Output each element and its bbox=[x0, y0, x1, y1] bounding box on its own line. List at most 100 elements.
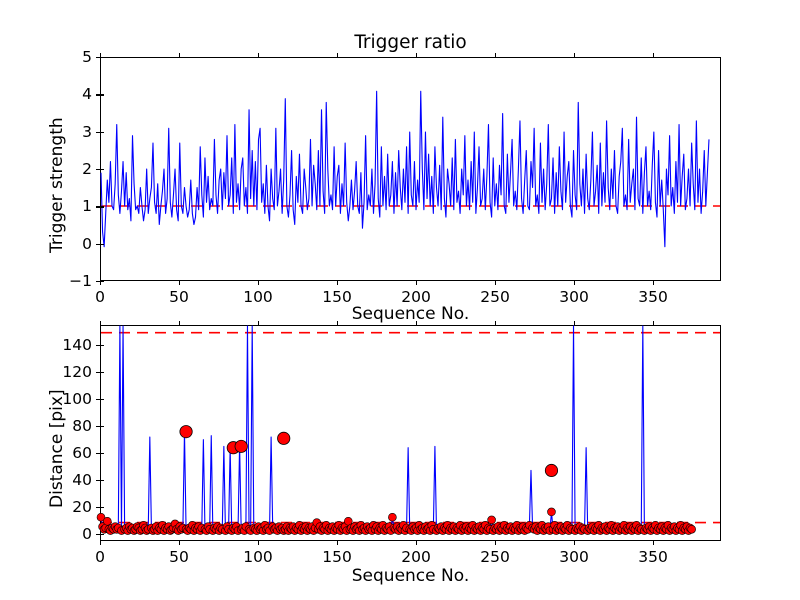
x-tickmark bbox=[179, 541, 181, 545]
x-tick-label: 100 bbox=[243, 288, 273, 306]
x-tick-label: 150 bbox=[322, 548, 352, 566]
x-tickmark-top bbox=[653, 53, 655, 57]
y-tickmark bbox=[96, 94, 100, 96]
x-tickmark bbox=[653, 541, 655, 545]
x-tickmark bbox=[258, 541, 260, 545]
x-tick-label: 300 bbox=[559, 548, 589, 566]
y-tickmark bbox=[96, 453, 100, 455]
x-tickmark bbox=[574, 541, 576, 545]
x-tickmark-top bbox=[495, 321, 497, 325]
y-tick-label: 100 bbox=[62, 390, 92, 409]
y-tickmark-inner bbox=[100, 399, 104, 401]
x-tick-label: 350 bbox=[638, 288, 668, 306]
y-tick-label: 0 bbox=[82, 525, 92, 544]
x-tickmark-top bbox=[100, 321, 102, 325]
x-tick-label: 250 bbox=[480, 548, 510, 566]
y-tick-label: 40 bbox=[72, 471, 92, 490]
y-tickmark bbox=[96, 507, 100, 509]
x-tickmark-top bbox=[574, 321, 576, 325]
x-tick-label: 50 bbox=[169, 288, 189, 306]
x-tickmark-top bbox=[337, 321, 339, 325]
trigger-ratio-plot bbox=[101, 58, 720, 280]
x-tickmark-top bbox=[258, 53, 260, 57]
x-tick-label: 200 bbox=[401, 548, 431, 566]
y-tickmark bbox=[96, 281, 100, 283]
axis-label-x-bottom: Sequence No. bbox=[351, 566, 470, 586]
y-tick-label: 1 bbox=[82, 197, 92, 216]
x-tick-label: 0 bbox=[95, 288, 105, 306]
x-tickmark-top bbox=[258, 321, 260, 325]
x-tickmark bbox=[653, 281, 655, 285]
y-tickmark bbox=[96, 243, 100, 245]
y-tickmark-inner bbox=[100, 426, 104, 428]
x-tickmark bbox=[337, 281, 339, 285]
outlier-marker bbox=[545, 464, 557, 476]
y-tickmark bbox=[96, 399, 100, 401]
y-tickmark bbox=[96, 426, 100, 428]
y-tick-label: 20 bbox=[72, 498, 92, 517]
data-line-0 bbox=[101, 91, 709, 246]
y-tick-label: 4 bbox=[82, 85, 92, 104]
x-tickmark-top bbox=[179, 321, 181, 325]
x-tickmark-top bbox=[337, 53, 339, 57]
y-tickmark-inner bbox=[100, 453, 104, 455]
x-tickmark-top bbox=[416, 53, 418, 57]
page-title: Trigger ratio bbox=[354, 32, 467, 53]
x-tickmark bbox=[337, 541, 339, 545]
y-tickmark-inner bbox=[100, 372, 104, 374]
y-tick-label: 140 bbox=[62, 336, 92, 355]
baseline-marker bbox=[97, 513, 105, 521]
x-tick-label: 200 bbox=[401, 288, 431, 306]
y-tickmark bbox=[96, 480, 100, 482]
baseline-marker bbox=[388, 513, 396, 521]
y-tickmark bbox=[96, 372, 100, 374]
x-tickmark-top bbox=[416, 321, 418, 325]
x-tickmark bbox=[416, 541, 418, 545]
y-tickmark-inner bbox=[100, 169, 104, 171]
x-tickmark bbox=[416, 281, 418, 285]
outlier-marker bbox=[235, 440, 247, 452]
y-tick-label: 5 bbox=[82, 48, 92, 66]
outlier-marker bbox=[278, 432, 290, 444]
x-tickmark bbox=[574, 281, 576, 285]
x-tick-label: 0 bbox=[95, 548, 105, 566]
plot-area-trigger-ratio bbox=[100, 57, 721, 281]
axis-label-x-top: Sequence No. bbox=[351, 304, 470, 324]
y-tickmark-inner bbox=[100, 243, 104, 245]
x-tickmark-top bbox=[574, 53, 576, 57]
y-tickmark bbox=[96, 345, 100, 347]
x-tick-label: 300 bbox=[559, 288, 589, 306]
y-tickmark bbox=[96, 131, 100, 133]
y-tickmark-inner bbox=[100, 480, 104, 482]
plot-area-distance bbox=[100, 325, 721, 541]
y-tickmark-inner bbox=[100, 131, 104, 133]
x-tickmark bbox=[100, 281, 102, 285]
x-tickmark bbox=[495, 541, 497, 545]
y-tick-label: 60 bbox=[72, 444, 92, 463]
x-tickmark-top bbox=[653, 321, 655, 325]
outlier-marker bbox=[180, 426, 192, 438]
y-tickmark-inner bbox=[100, 94, 104, 96]
y-tickmark-inner bbox=[100, 206, 104, 208]
y-tick-label: 3 bbox=[82, 122, 92, 141]
x-tickmark-top bbox=[179, 53, 181, 57]
y-tickmark-inner bbox=[100, 281, 104, 283]
distance-plot bbox=[101, 326, 720, 540]
x-tickmark bbox=[258, 281, 260, 285]
y-tick-label: 80 bbox=[72, 417, 92, 436]
y-tick-label: 120 bbox=[62, 363, 92, 382]
y-tickmark bbox=[96, 534, 100, 536]
x-tickmark bbox=[179, 281, 181, 285]
y-tick-label: 0 bbox=[82, 234, 92, 253]
x-tick-label: 250 bbox=[480, 288, 510, 306]
baseline-marker bbox=[688, 525, 696, 533]
x-tickmark bbox=[495, 281, 497, 285]
x-tick-label: 100 bbox=[243, 548, 273, 566]
y-tickmark bbox=[96, 57, 100, 59]
x-tick-label: 50 bbox=[169, 548, 189, 566]
x-tickmark-top bbox=[495, 53, 497, 57]
y-tickmark-inner bbox=[100, 534, 104, 536]
y-tickmark bbox=[96, 169, 100, 171]
x-tick-label: 150 bbox=[322, 288, 352, 306]
